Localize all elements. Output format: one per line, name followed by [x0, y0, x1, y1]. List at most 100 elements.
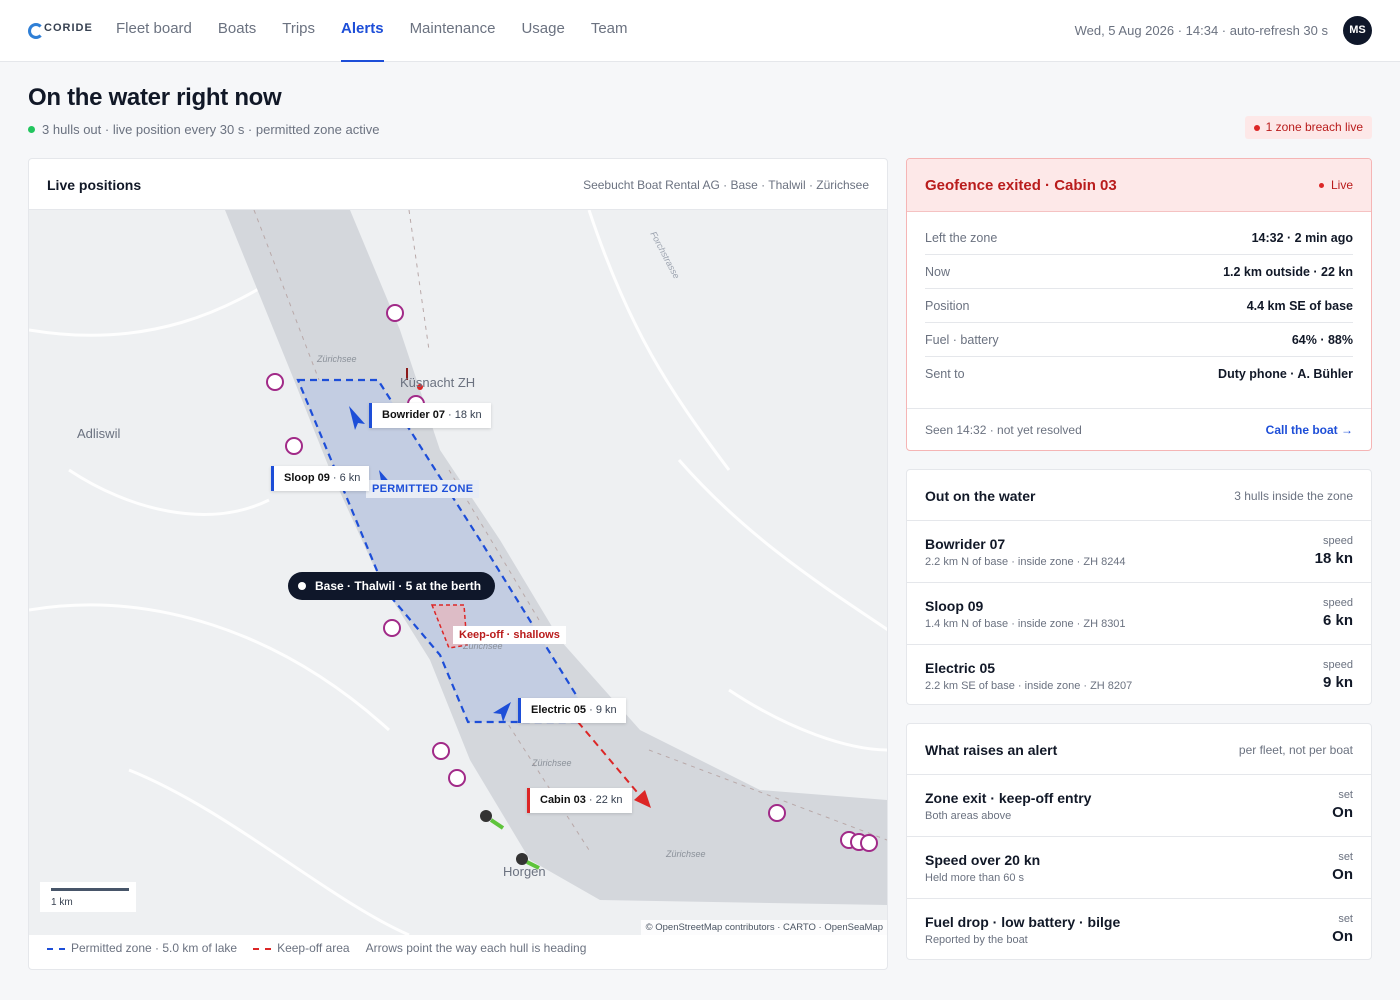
boat-tag[interactable]: Cabin 03 · 22 kn: [527, 788, 632, 813]
item-name: Sloop 09: [925, 598, 984, 614]
alert-status: Live: [1318, 178, 1353, 192]
nav-item[interactable]: Team: [590, 20, 628, 37]
legend-item: Keep-off area: [253, 941, 350, 955]
item-value: 6 kn: [1322, 612, 1353, 629]
item-value: On: [1332, 866, 1353, 883]
place-label: Küsnacht ZH: [400, 375, 476, 390]
boat-speed: · 22 kn: [588, 794, 623, 806]
rule-list: Zone exit · keep-off entry Both areas abo…: [907, 775, 1371, 959]
boat-name: Bowrider 07: [382, 409, 445, 421]
base-pill[interactable]: Base · Thalwil · 5 at the berth: [288, 572, 496, 600]
page-title: On the water right now: [28, 84, 282, 111]
alert-row: Sent to Duty phone · A. Bühler: [925, 357, 1353, 391]
row-label: Sent to: [925, 367, 965, 381]
map-legend: Permitted zone · 5.0 km of lake Keep-off…: [47, 941, 586, 955]
card-header: What raises an alert per fleet, not per …: [907, 724, 1371, 775]
nav-item[interactable]: Usage: [521, 20, 565, 37]
item-name: Electric 05: [925, 660, 996, 676]
avatar[interactable]: MS: [1343, 16, 1372, 45]
item-name: Speed over 20 kn: [925, 852, 1041, 868]
rule-row[interactable]: Speed over 20 kn Held more than 60 s set On: [907, 837, 1371, 899]
item-label: set: [1338, 789, 1353, 801]
rule-row[interactable]: Fuel drop · low battery · bilge Reported …: [907, 899, 1371, 959]
card-note: 3 hulls inside the zone: [1234, 489, 1353, 503]
map[interactable]: Adliswil Küsnacht ZH Horgen Forchstrasse…: [29, 210, 887, 935]
alert-title: Geofence exited · Cabin 03: [925, 177, 1117, 194]
item-value: 9 kn: [1322, 674, 1353, 691]
nav-item[interactable]: Fleet board: [116, 20, 192, 37]
alert-card: Geofence exited · Cabin 03 Live Left the…: [906, 158, 1372, 451]
status: Wed, 5 Aug 2026 · 14:34 · auto-refresh 3…: [1074, 23, 1328, 38]
item-name: Bowrider 07: [925, 536, 1006, 552]
row-value: 14:32 · 2 min ago: [1251, 231, 1353, 245]
boat-speed: · 9 kn: [589, 704, 617, 716]
nav-item[interactable]: Boats: [217, 20, 257, 37]
brand[interactable]: CORIDE: [28, 22, 93, 39]
card-title: Out on the water: [925, 488, 1036, 504]
breach-badge: 1 zone breach live: [1244, 116, 1372, 139]
nav-items: Fleet board Boats Trips Alerts Maintenance Us…: [116, 0, 628, 62]
alert-header: Geofence exited · Cabin 03 Live: [907, 159, 1371, 212]
alert-row: Position 4.4 km SE of base: [925, 289, 1353, 323]
boat-speed: · 18 kn: [448, 409, 482, 421]
item-name: Fuel drop · low battery · bilge: [925, 914, 1121, 930]
alert-row: Now 1.2 km outside · 22 kn: [925, 255, 1353, 289]
lake-label: Zürichsee: [463, 641, 503, 651]
item-detail: 2.2 km SE of base · inside zone · ZH 820…: [925, 680, 1133, 692]
nav-item[interactable]: Trips: [282, 20, 316, 37]
row-label: Position: [925, 299, 970, 313]
boat-tag[interactable]: Bowrider 07 · 18 kn: [369, 403, 491, 428]
item-label: speed: [1323, 597, 1353, 609]
item-label: set: [1338, 851, 1353, 863]
card-header: Live positions Seebucht Boat Rental AG ·…: [29, 159, 887, 210]
fleet-list: Bowrider 07 2.2 km N of base · inside zon…: [907, 521, 1371, 704]
card-title: What raises an alert: [925, 742, 1058, 758]
boat-name: Sloop 09: [284, 472, 330, 484]
card-title: Live positions: [47, 177, 142, 193]
scale-bar: 1 km: [40, 882, 136, 912]
scale-label: 1 km: [51, 897, 73, 908]
item-detail: Held more than 60 s: [925, 872, 1025, 884]
item-value: 18 kn: [1314, 550, 1353, 567]
item-detail: Both areas above: [925, 810, 1012, 822]
attribution: © OpenStreetMap contributors · CARTO · O…: [640, 920, 887, 935]
item-label: speed: [1323, 535, 1353, 547]
boat-tag[interactable]: Sloop 09 · 6 kn: [271, 466, 370, 491]
row-value: 64% · 88%: [1291, 333, 1353, 347]
zone-label: PERMITTED ZONE: [366, 480, 480, 498]
map-card: Live positions Seebucht Boat Rental AG ·…: [28, 158, 888, 970]
base-label: Base · Thalwil · 5 at the berth: [315, 579, 482, 593]
card-note: Seebucht Boat Rental AG · Base · Thalwil…: [583, 178, 869, 192]
place-label: Horgen: [503, 864, 546, 879]
call-button[interactable]: Call the boat →: [1265, 423, 1353, 437]
row-label: Fuel · battery: [925, 333, 999, 347]
subtitle: 3 hulls out · live position every 30 s ·…: [28, 122, 379, 137]
nav-item[interactable]: Alerts: [341, 0, 384, 62]
item-name: Zone exit · keep-off entry: [925, 790, 1092, 806]
lake-label: Zürichsee: [532, 758, 572, 768]
row-label: Left the zone: [925, 231, 998, 245]
boat-row[interactable]: Bowrider 07 2.2 km N of base · inside zon…: [907, 521, 1371, 583]
lake-label: Zürichsee: [317, 354, 357, 364]
rule-row[interactable]: Zone exit · keep-off entry Both areas abo…: [907, 775, 1371, 837]
boat-row[interactable]: Sloop 09 1.4 km N of base · inside zone ·…: [907, 583, 1371, 645]
top-nav: CORIDE Fleet board Boats Trips Alerts Mainte…: [0, 0, 1400, 62]
row-value: 4.4 km SE of base: [1246, 299, 1353, 313]
item-detail: 1.4 km N of base · inside zone · ZH 8301: [925, 618, 1126, 630]
card-header: Out on the water 3 hulls inside the zone: [907, 470, 1371, 521]
rules-card: What raises an alert per fleet, not per …: [906, 723, 1372, 960]
fleet-card: Out on the water 3 hulls inside the zone…: [906, 469, 1372, 705]
legend-item: Arrows point the way each hull is headin…: [365, 941, 587, 955]
item-value: On: [1332, 928, 1353, 945]
boat-name: Cabin 03: [540, 794, 586, 806]
lake-label: Zürichsee: [666, 849, 706, 859]
nav-item[interactable]: Maintenance: [409, 20, 496, 37]
boat-row[interactable]: Electric 05 2.2 km SE of base · inside zo…: [907, 645, 1371, 704]
item-label: set: [1338, 913, 1353, 925]
item-detail: Reported by the boat: [925, 934, 1028, 946]
item-value: On: [1332, 804, 1353, 821]
boat-tag[interactable]: Electric 05 · 9 kn: [518, 698, 626, 723]
alert-row: Fuel · battery 64% · 88%: [925, 323, 1353, 357]
